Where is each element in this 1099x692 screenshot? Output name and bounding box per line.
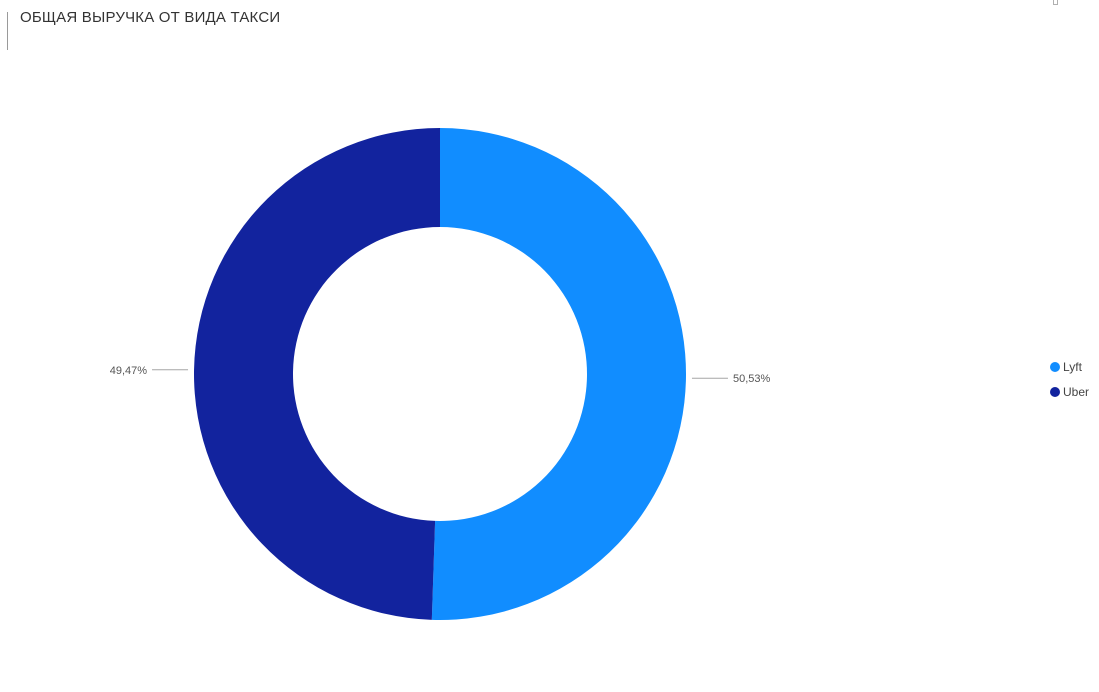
legend-label-uber: Uber — [1063, 384, 1090, 399]
chart-legend: Lyft Uber — [1050, 354, 1089, 404]
visual-options-icon[interactable] — [1053, 0, 1058, 5]
data-label-uber: 49,47% — [110, 365, 148, 377]
data-label-lyft: 50,53% — [733, 373, 771, 385]
legend-marker-lyft — [1050, 361, 1060, 372]
slice-lyft[interactable] — [431, 128, 687, 620]
chart-title: ОБЩАЯ ВЫРУЧКА ОТ ВИДА ТАКСИ — [20, 9, 281, 26]
legend-marker-uber — [1050, 386, 1060, 397]
legend-item-lyft[interactable]: Lyft — [1050, 354, 1089, 379]
legend-item-uber[interactable]: Uber — [1050, 379, 1089, 404]
title-divider — [7, 12, 8, 50]
slice-uber[interactable] — [194, 128, 440, 620]
legend-label-lyft: Lyft — [1063, 359, 1082, 374]
